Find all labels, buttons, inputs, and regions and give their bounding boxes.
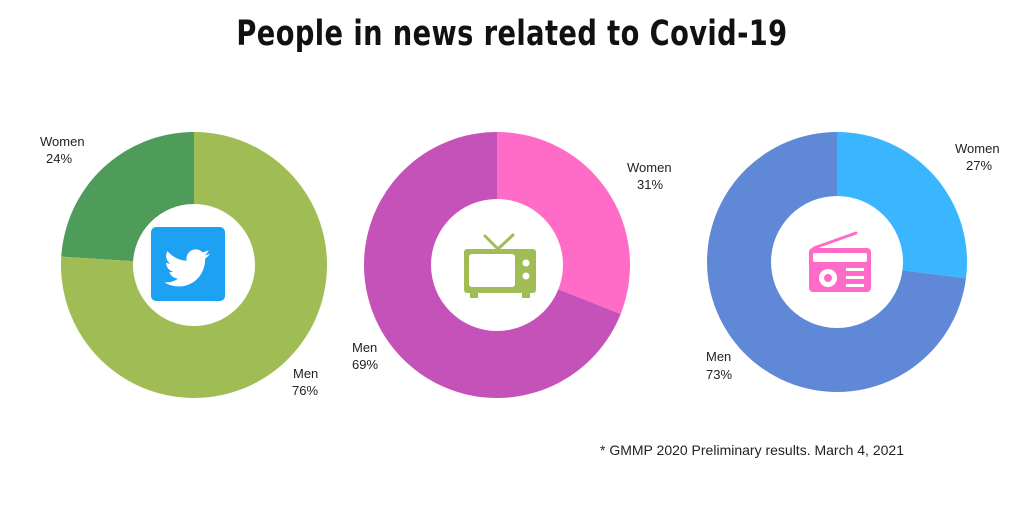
twitter-icon (151, 227, 225, 301)
label-men-value: 76% (292, 383, 318, 398)
page-title: People in news related to Covid-19 (236, 14, 788, 54)
label-men-name: Men (352, 340, 377, 355)
label-women-value: 24% (46, 151, 72, 166)
donut-chart-tv: Women 31% Men 69% (352, 132, 672, 399)
tv-icon (464, 233, 536, 298)
label-women-name: Women (955, 141, 1000, 156)
label-men-name: Men (293, 366, 318, 381)
donut-chart-radio: Women 27% Men 73% (706, 132, 1000, 393)
footnote: * GMMP 2020 Preliminary results. March 4… (600, 442, 904, 458)
label-men-name: Men (706, 349, 731, 364)
slice-men (61, 132, 328, 398)
label-women-value: 31% (637, 177, 663, 192)
label-men-value: 73% (706, 367, 732, 382)
label-men-value: 69% (352, 357, 378, 372)
donut-chart-twitter: Women 24% Men 76% (40, 132, 328, 398)
label-women-name: Women (40, 134, 85, 149)
radio-icon (809, 231, 871, 292)
label-women-value: 27% (966, 158, 992, 173)
label-women-name: Women (627, 160, 672, 175)
